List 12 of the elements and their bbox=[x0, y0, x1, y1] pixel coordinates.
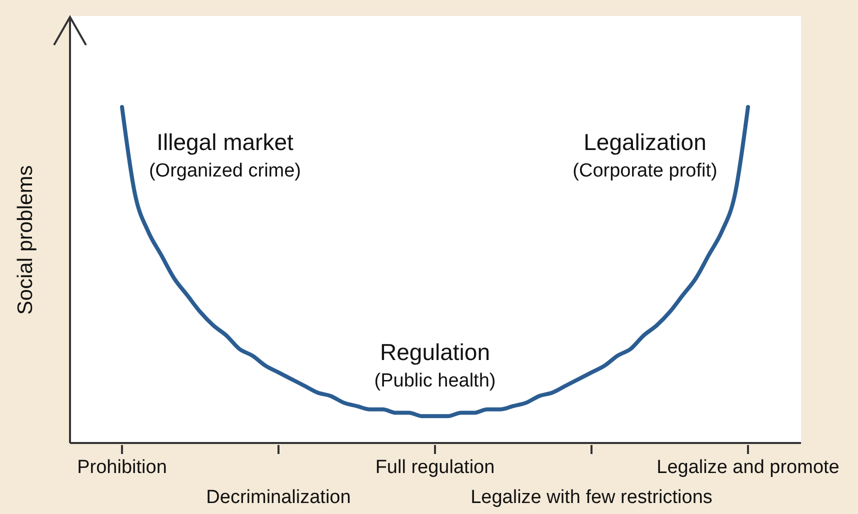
annotation: Illegal market bbox=[156, 129, 294, 155]
annotation: (Organized crime) bbox=[148, 160, 302, 182]
annotation: Regulation bbox=[380, 339, 490, 365]
x-tick-label: Legalize and promote bbox=[656, 457, 840, 478]
x-tick-label: Prohibition bbox=[77, 457, 167, 478]
annotation: (Public health) bbox=[374, 370, 496, 392]
annotation: Legalization bbox=[584, 129, 706, 155]
x-tick-label: Legalize with few restrictions bbox=[470, 487, 712, 508]
x-tick-label: Decriminalization bbox=[206, 487, 351, 508]
x-tick-label: Full regulation bbox=[375, 457, 495, 478]
annotation: (Corporate profit) bbox=[572, 160, 718, 182]
y-axis-title: Social problems bbox=[14, 165, 37, 315]
